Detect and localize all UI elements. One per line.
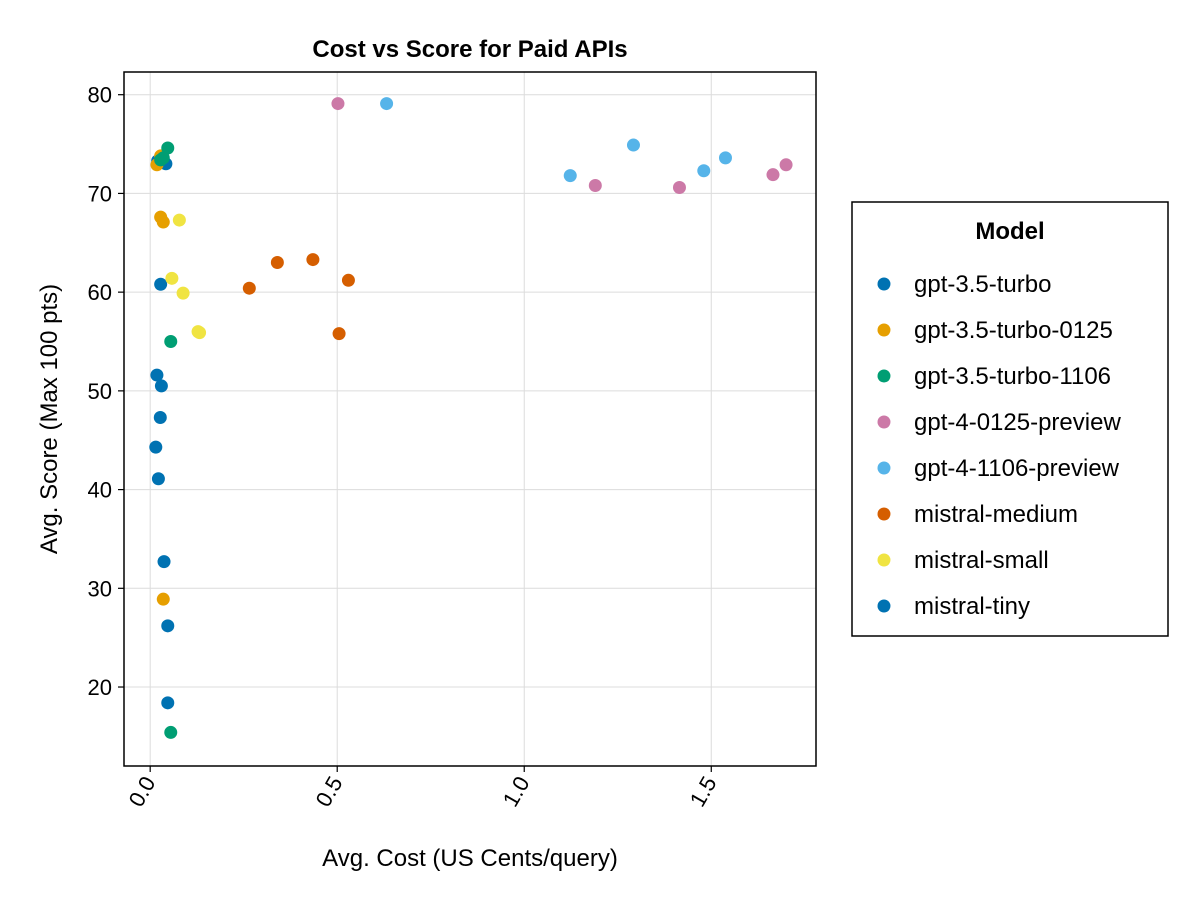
- point-gpt-4-0125-preview: [672, 181, 686, 195]
- point-gpt-3-5-turbo: [153, 411, 167, 425]
- x-axis-ticks: 0.0 0.5 1.0 1.5: [124, 766, 722, 811]
- legend-marker-gpt-3-5-turbo-0125: [877, 323, 891, 337]
- legend-label-gpt-3-5-turbo-1106: gpt-3.5-turbo-1106: [914, 363, 1111, 390]
- plot-area-frame: [123, 71, 817, 767]
- point-gpt-4-0125-preview: [588, 179, 602, 193]
- legend-label-mistral-medium: mistral-medium: [914, 501, 1078, 528]
- legend-marker-gpt-3-5-turbo: [877, 277, 891, 291]
- y-tick-label: 40: [88, 478, 112, 503]
- legend-label-mistral-small: mistral-small: [914, 547, 1049, 574]
- point-gpt-3-5-turbo: [150, 368, 164, 382]
- point-gpt-3-5-turbo-1106: [164, 335, 178, 349]
- y-tick-label: 20: [88, 675, 112, 700]
- point-mistral-tiny: [154, 379, 168, 393]
- legend-marker-gpt-4-0125-preview: [877, 415, 891, 429]
- chart-title: Cost vs Score for Paid APIs: [312, 36, 627, 63]
- point-mistral-tiny: [157, 555, 171, 569]
- point-mistral-small: [176, 286, 190, 300]
- point-mistral-small: [193, 326, 207, 340]
- point-mistral-tiny: [161, 696, 175, 710]
- legend-label-gpt-4-0125-preview: gpt-4-0125-preview: [914, 409, 1121, 436]
- legend-label-gpt-4-1106-preview: gpt-4-1106-preview: [914, 455, 1120, 482]
- y-tick-label: 60: [88, 280, 112, 305]
- point-mistral-small: [165, 271, 179, 285]
- y-tick-label: 80: [88, 83, 112, 108]
- point-gpt-3-5-turbo-0125: [156, 215, 170, 229]
- x-axis-label: Avg. Cost (US Cents/query): [322, 845, 618, 872]
- point-gpt-3-5-turbo-1106: [161, 141, 175, 155]
- point-mistral-medium: [332, 327, 346, 341]
- point-gpt-4-1106-preview: [380, 97, 394, 111]
- point-gpt-4-1106-preview: [718, 151, 732, 165]
- point-mistral-medium: [242, 281, 256, 295]
- data-points: [149, 97, 793, 739]
- point-gpt-3-5-turbo-1106: [164, 725, 178, 739]
- point-gpt-4-0125-preview: [779, 158, 793, 172]
- point-mistral-tiny: [161, 619, 175, 633]
- legend: Model gpt-3.5-turbogpt-3.5-turbo-0125gpt…: [851, 201, 1169, 637]
- y-axis-label: Avg. Score (Max 100 pts): [36, 284, 63, 554]
- point-gpt-3-5-turbo: [154, 277, 168, 291]
- point-gpt-4-1106-preview: [563, 169, 577, 183]
- point-mistral-tiny: [149, 440, 163, 454]
- y-tick-label: 30: [88, 576, 112, 601]
- point-gpt-4-1106-preview: [697, 164, 711, 178]
- y-tick-label: 50: [88, 379, 112, 404]
- grid-lines: [124, 72, 816, 766]
- point-gpt-3-5-turbo-0125: [156, 592, 170, 606]
- legend-label-mistral-tiny: mistral-tiny: [914, 593, 1030, 620]
- legend-marker-mistral-medium: [877, 507, 891, 521]
- legend-label-gpt-3-5-turbo-0125: gpt-3.5-turbo-0125: [914, 317, 1113, 344]
- point-mistral-tiny: [151, 472, 165, 486]
- legend-marker-mistral-tiny: [877, 599, 891, 613]
- legend-marker-gpt-3-5-turbo-1106: [877, 369, 891, 383]
- legend-entries: gpt-3.5-turbo gpt-3.5-turbo-0125 gpt-3.5-t…: [877, 271, 1121, 620]
- y-axis-ticks: 20 30 40 50 60 70 80: [88, 83, 124, 700]
- point-mistral-small: [172, 213, 186, 227]
- point-gpt-4-0125-preview: [766, 168, 780, 182]
- legend-label-gpt-3-5-turbo: gpt-3.5-turbo: [914, 271, 1051, 298]
- y-tick-label: 70: [88, 181, 112, 206]
- point-mistral-medium: [341, 273, 355, 287]
- point-gpt-4-1106-preview: [626, 138, 640, 152]
- x-tick-label: 0.0: [124, 772, 161, 811]
- point-gpt-3-5-turbo-1106: [154, 153, 168, 167]
- legend-title: Model: [975, 218, 1044, 245]
- point-mistral-medium: [270, 256, 284, 270]
- legend-marker-mistral-small: [877, 553, 891, 567]
- x-tick-label: 1.0: [498, 772, 535, 811]
- legend-box: [851, 201, 1169, 637]
- point-gpt-4-0125-preview: [331, 97, 345, 111]
- x-tick-label: 0.5: [311, 772, 348, 811]
- point-mistral-medium: [306, 253, 320, 267]
- x-tick-label: 1.5: [685, 772, 722, 811]
- legend-marker-gpt-4-1106-preview: [877, 461, 891, 475]
